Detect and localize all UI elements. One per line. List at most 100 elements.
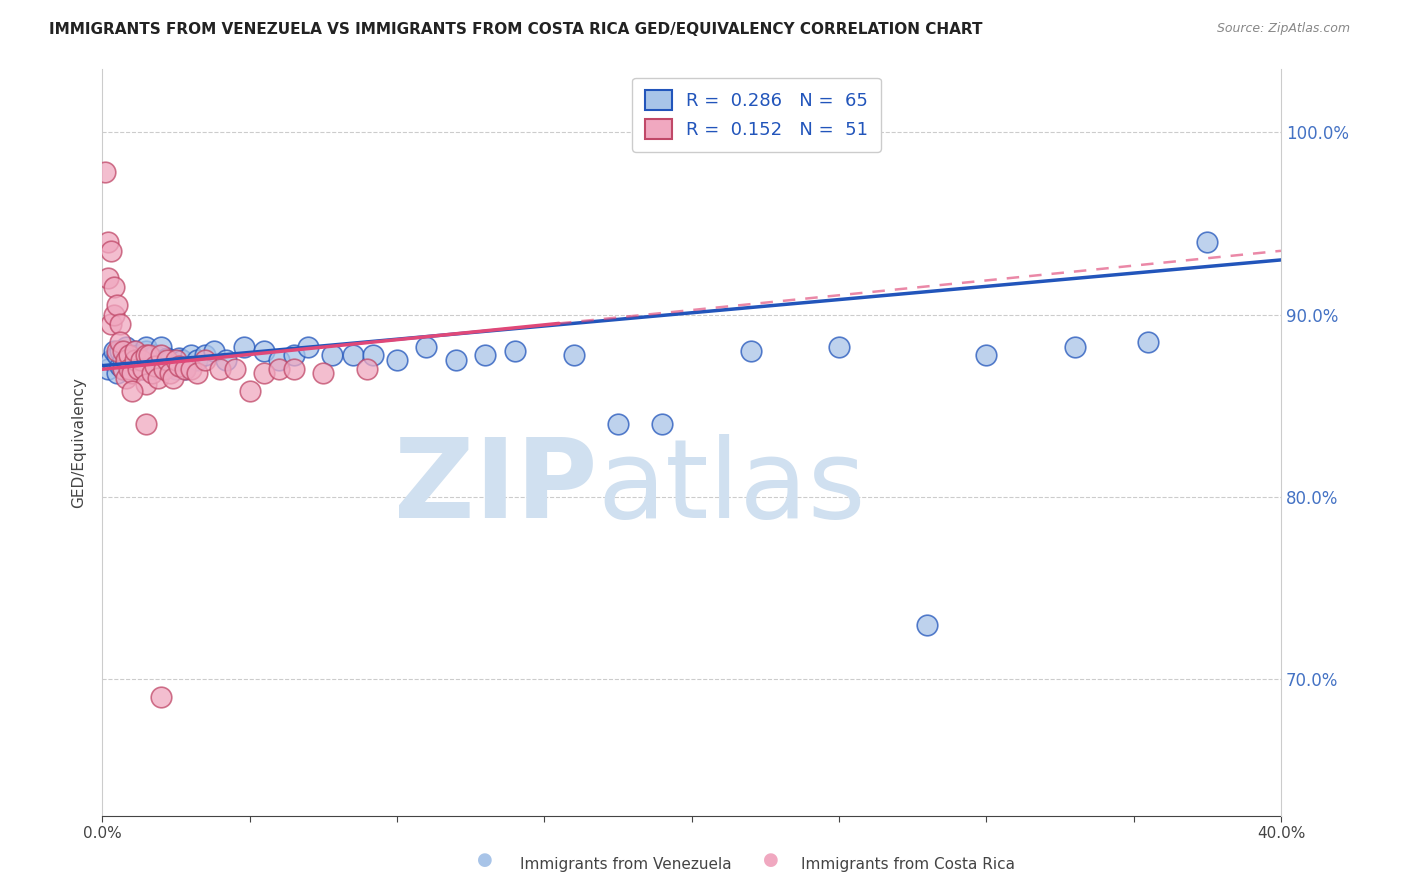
Point [165, 353, 187, 368]
Point [253, 366, 276, 380]
Point [127, 353, 149, 368]
Point [170, 353, 193, 368]
Point [121, 348, 143, 362]
Text: IMMIGRANTS FROM VENEZUELA VS IMMIGRANTS FROM COSTA RICA GED/EQUIVALENCY CORRELAT: IMMIGRANTS FROM VENEZUELA VS IMMIGRANTS … [49, 22, 983, 37]
Point [108, 344, 131, 359]
Point [153, 362, 176, 376]
Point [100, 353, 122, 368]
Point [141, 366, 163, 380]
Point [150, 348, 173, 362]
Point [132, 353, 155, 368]
Point [186, 353, 208, 368]
Point [180, 348, 202, 362]
Point [1197, 235, 1219, 249]
Point [129, 353, 152, 368]
Point [917, 617, 939, 632]
Point [156, 353, 179, 368]
Point [111, 344, 134, 359]
Point [167, 351, 190, 366]
Point [124, 353, 146, 368]
Point [194, 348, 217, 362]
Point [121, 353, 143, 368]
Point [118, 351, 141, 366]
Point [127, 348, 149, 362]
Point [114, 371, 136, 385]
Point [111, 362, 134, 376]
Point [114, 340, 136, 354]
Legend: R =  0.286   N =  65, R =  0.152   N =  51: R = 0.286 N = 65, R = 0.152 N = 51 [633, 78, 880, 152]
Point [740, 344, 762, 359]
Point [162, 371, 184, 385]
Point [202, 344, 225, 359]
Point [385, 353, 408, 368]
Point [415, 340, 437, 354]
Point [129, 362, 152, 376]
Point [135, 376, 157, 391]
Point [321, 348, 343, 362]
Point [444, 353, 467, 368]
Point [103, 308, 125, 322]
Point [232, 340, 254, 354]
Point [186, 366, 208, 380]
Point [124, 344, 146, 359]
Point [121, 366, 143, 380]
Point [828, 340, 851, 354]
Point [121, 384, 143, 399]
Point [150, 340, 173, 354]
Point [153, 362, 176, 376]
Point [283, 348, 305, 362]
Point [143, 348, 166, 362]
Point [138, 348, 160, 362]
Point [129, 359, 152, 373]
Point [1137, 334, 1160, 349]
Y-axis label: GED/Equivalency: GED/Equivalency [72, 376, 86, 508]
Point [135, 344, 157, 359]
Point [103, 280, 125, 294]
Text: ●: ● [477, 851, 494, 869]
Text: Immigrants from Costa Rica: Immigrants from Costa Rica [801, 857, 1015, 872]
Point [150, 690, 173, 705]
Point [97, 362, 120, 376]
Point [105, 298, 128, 312]
Point [114, 353, 136, 368]
Point [105, 348, 128, 362]
Point [135, 348, 157, 362]
Point [135, 417, 157, 431]
Point [111, 353, 134, 368]
Point [118, 357, 141, 371]
Text: ●: ● [762, 851, 779, 869]
Point [138, 351, 160, 366]
Point [1063, 340, 1085, 354]
Point [503, 344, 526, 359]
Point [135, 340, 157, 354]
Point [97, 271, 120, 285]
Point [356, 362, 378, 376]
Point [297, 340, 319, 354]
Point [108, 359, 131, 373]
Point [215, 353, 238, 368]
Point [111, 362, 134, 376]
Point [148, 371, 170, 385]
Point [363, 348, 385, 362]
Point [974, 348, 997, 362]
Point [209, 362, 232, 376]
Text: atlas: atlas [598, 434, 866, 541]
Point [114, 348, 136, 362]
Point [108, 334, 131, 349]
Point [173, 362, 195, 376]
Point [606, 417, 628, 431]
Point [253, 344, 276, 359]
Point [562, 348, 585, 362]
Point [180, 362, 202, 376]
Point [97, 235, 120, 249]
Point [118, 362, 141, 376]
Point [100, 244, 122, 258]
Point [651, 417, 673, 431]
Point [118, 348, 141, 362]
Point [283, 362, 305, 376]
Text: ZIP: ZIP [394, 434, 598, 541]
Point [148, 353, 170, 368]
Point [194, 353, 217, 368]
Point [173, 362, 195, 376]
Point [159, 366, 181, 380]
